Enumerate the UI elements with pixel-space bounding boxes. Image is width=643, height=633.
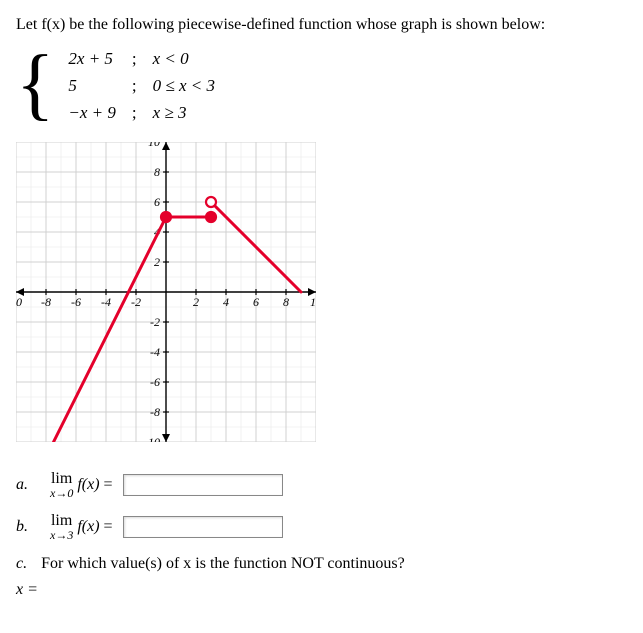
piecewise-brace: {: [16, 44, 54, 124]
limit-fn: f(x): [77, 518, 99, 536]
limit-var: x→0: [50, 487, 73, 499]
graph-plot: 10-8-6-4-2246810246810-2-4-6-8-10: [16, 142, 316, 442]
graph-container: 10-8-6-4-2246810246810-2-4-6-8-10: [16, 142, 627, 447]
answer-b-input[interactable]: [123, 516, 283, 538]
svg-text:-4: -4: [101, 295, 111, 309]
piecewise-sep: ;: [124, 73, 145, 100]
limit-fn: f(x): [77, 476, 99, 494]
svg-text:10: 10: [310, 295, 316, 309]
svg-text:-10: -10: [144, 435, 160, 442]
limit-top: lim: [51, 471, 72, 487]
question-c: c. For which value(s) of x is the functi…: [16, 555, 627, 599]
svg-text:6: 6: [154, 195, 160, 209]
question-a: a. lim x→0 f(x) =: [16, 471, 627, 499]
piecewise-definition: { 2x + 5 ; x < 0 5 ; 0 ≤ x < 3 −x + 9 ; …: [16, 46, 627, 126]
svg-text:10: 10: [16, 295, 22, 309]
piecewise-row: −x + 9 ; x ≥ 3: [60, 99, 223, 126]
svg-text:8: 8: [283, 295, 289, 309]
problem-prompt: Let f(x) be the following piecewise-defi…: [16, 16, 627, 34]
piecewise-sep: ;: [124, 99, 145, 126]
svg-text:-6: -6: [71, 295, 81, 309]
svg-text:-2: -2: [150, 315, 160, 329]
question-label: a.: [16, 476, 36, 494]
question-label: b.: [16, 518, 36, 536]
var-equals: x =: [16, 581, 38, 598]
svg-text:-2: -2: [131, 295, 141, 309]
piecewise-expr: −x + 9: [60, 99, 124, 126]
question-c-text: For which value(s) of x is the function …: [41, 555, 405, 572]
question-label: c.: [16, 555, 27, 572]
question-b: b. lim x→3 f(x) =: [16, 513, 627, 541]
limit-top: lim: [51, 513, 72, 529]
limit-expression: lim x→0: [50, 471, 73, 499]
piecewise-cond: x ≥ 3: [145, 99, 223, 126]
piecewise-expr: 2x + 5: [60, 46, 124, 73]
svg-text:6: 6: [253, 295, 259, 309]
piecewise-expr: 5: [60, 73, 124, 100]
limit-expression: lim x→3: [50, 513, 73, 541]
equals: =: [100, 518, 117, 536]
piecewise-cond: x < 0: [145, 46, 223, 73]
piecewise-row: 5 ; 0 ≤ x < 3: [60, 73, 223, 100]
piecewise-cond: 0 ≤ x < 3: [145, 73, 223, 100]
svg-text:-8: -8: [41, 295, 51, 309]
svg-text:-4: -4: [150, 345, 160, 359]
svg-text:2: 2: [154, 255, 160, 269]
piecewise-row: 2x + 5 ; x < 0: [60, 46, 223, 73]
svg-text:-8: -8: [150, 405, 160, 419]
svg-text:-6: -6: [150, 375, 160, 389]
svg-text:4: 4: [223, 295, 229, 309]
piecewise-table: 2x + 5 ; x < 0 5 ; 0 ≤ x < 3 −x + 9 ; x …: [60, 46, 223, 126]
limit-var: x→3: [50, 529, 73, 541]
svg-text:10: 10: [148, 142, 160, 149]
piecewise-sep: ;: [124, 46, 145, 73]
answer-a-input[interactable]: [123, 474, 283, 496]
equals: =: [100, 476, 117, 494]
svg-text:8: 8: [154, 165, 160, 179]
svg-text:2: 2: [193, 295, 199, 309]
